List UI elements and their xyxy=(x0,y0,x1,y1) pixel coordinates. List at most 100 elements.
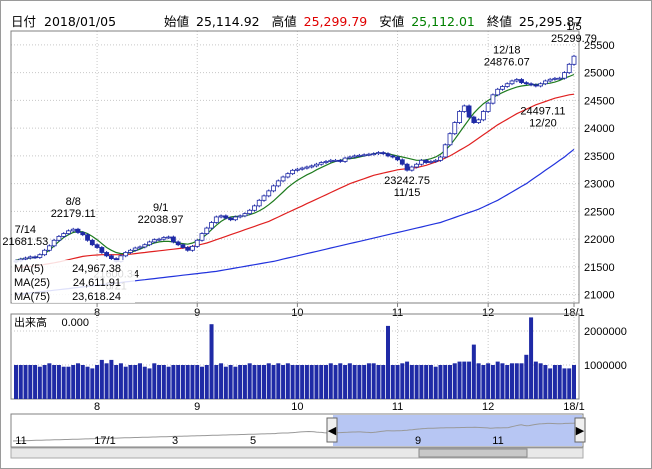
legend-label: MA(75) xyxy=(14,291,50,303)
volume-bar xyxy=(514,363,519,399)
candle-body xyxy=(562,72,567,79)
candle-body xyxy=(46,245,52,251)
candle-body xyxy=(333,159,338,162)
candle-body xyxy=(99,247,105,253)
candle-body xyxy=(519,79,524,84)
candle-body xyxy=(275,180,281,187)
volume-bar xyxy=(142,366,147,399)
volume-bar xyxy=(176,365,181,399)
navigator-scrollbar[interactable] xyxy=(10,447,584,459)
volume-bar xyxy=(510,363,514,399)
candle-body xyxy=(285,173,291,178)
candle-body xyxy=(204,227,210,235)
legend-label: MA(25) xyxy=(14,277,50,289)
price-tick-label: 24000 xyxy=(584,123,615,135)
volume-panel: 1000000 2000000 8 9 10 11 12 18/1 出来高 0.000 xyxy=(10,313,627,413)
candle-body xyxy=(247,209,253,215)
candle-body xyxy=(309,165,315,168)
candle-body xyxy=(232,216,238,221)
candle-body xyxy=(85,234,90,241)
candle-body xyxy=(323,161,329,163)
volume-bar xyxy=(538,363,543,399)
candle-body xyxy=(399,159,405,165)
scrollbar-track xyxy=(10,447,584,459)
candle-body xyxy=(457,111,462,123)
candle-body xyxy=(337,159,343,162)
volume-bar xyxy=(572,365,576,399)
candle-body xyxy=(418,159,424,165)
open-value: 25,114.92 xyxy=(196,14,260,29)
volume-bar xyxy=(56,365,61,399)
candle-body xyxy=(304,166,310,169)
navigator-left-handle[interactable]: ◀ xyxy=(326,417,338,443)
annotation-label: 24497.11 xyxy=(520,106,565,118)
high-label: 高値 xyxy=(271,14,297,29)
candle-body xyxy=(428,161,434,163)
candle-body xyxy=(228,217,234,221)
candle-body xyxy=(433,159,439,162)
candle-body xyxy=(414,163,420,168)
candle-body xyxy=(23,257,28,260)
volume-bar xyxy=(486,363,491,399)
candle-body xyxy=(504,83,510,87)
volume-bar xyxy=(223,366,228,399)
volume-bar xyxy=(552,365,557,399)
volume-bar xyxy=(185,365,190,399)
volume-tick-label: 1000000 xyxy=(584,360,627,372)
navigator-right-handle[interactable]: ▶ xyxy=(574,417,586,443)
candle-body xyxy=(266,190,272,197)
volume-bar xyxy=(200,366,204,399)
candle-body xyxy=(342,157,348,162)
navigator-label: 11 xyxy=(492,435,503,447)
volume-bar xyxy=(338,363,343,399)
volume-bar xyxy=(452,363,457,399)
candle-body xyxy=(66,230,71,235)
volume-bar xyxy=(214,365,219,399)
candle-body xyxy=(485,102,491,112)
low-label: 安値 xyxy=(379,14,405,29)
volume-bar xyxy=(290,365,295,399)
candle-body xyxy=(447,133,453,146)
price-tick-label: 24500 xyxy=(584,95,615,107)
price-x-tick-label: 11 xyxy=(392,307,403,319)
volume-bar xyxy=(99,359,104,399)
volume-title-box xyxy=(12,315,96,329)
legend-value: 24,611.91 xyxy=(73,277,121,289)
volume-bar xyxy=(409,365,414,399)
price-x-tick-label: 9 xyxy=(194,307,200,319)
volume-bar xyxy=(438,365,443,399)
annotation-label: 7/14 xyxy=(15,224,36,236)
volume-bar xyxy=(152,363,157,399)
volume-bar xyxy=(285,363,290,399)
volume-bar xyxy=(18,365,23,399)
volume-bar xyxy=(371,363,376,399)
volume-x-tick-label: 18/1 xyxy=(563,401,584,413)
volume-bar xyxy=(347,363,352,399)
volume-bar xyxy=(533,361,538,399)
volume-bar xyxy=(123,366,128,399)
legend-value: 24,967.38 xyxy=(72,263,121,275)
candle-body xyxy=(380,152,386,155)
volume-bar xyxy=(276,363,281,399)
candle-body xyxy=(366,153,372,156)
navigator-right-handle-box xyxy=(574,417,586,443)
volume-bar xyxy=(519,363,524,399)
navigator-label: 3 xyxy=(172,435,178,447)
volume-bar xyxy=(147,368,152,399)
candle-body xyxy=(237,215,243,218)
volume-bar xyxy=(562,368,567,399)
scrollbar-thumb xyxy=(418,448,528,458)
volume-bar xyxy=(567,368,572,399)
candle-body xyxy=(294,168,300,171)
candle-body xyxy=(185,247,191,251)
candle-body xyxy=(61,233,67,237)
volume-bar xyxy=(118,363,123,399)
annotation-label: 25299.79 xyxy=(551,33,597,45)
price-tick-label: 22500 xyxy=(584,206,615,218)
volume-bar xyxy=(23,365,28,399)
volume-bar xyxy=(295,365,300,399)
volume-bar xyxy=(242,365,247,399)
volume-bar xyxy=(204,365,209,399)
volume-bar xyxy=(266,363,271,399)
volume-bar xyxy=(481,365,486,399)
